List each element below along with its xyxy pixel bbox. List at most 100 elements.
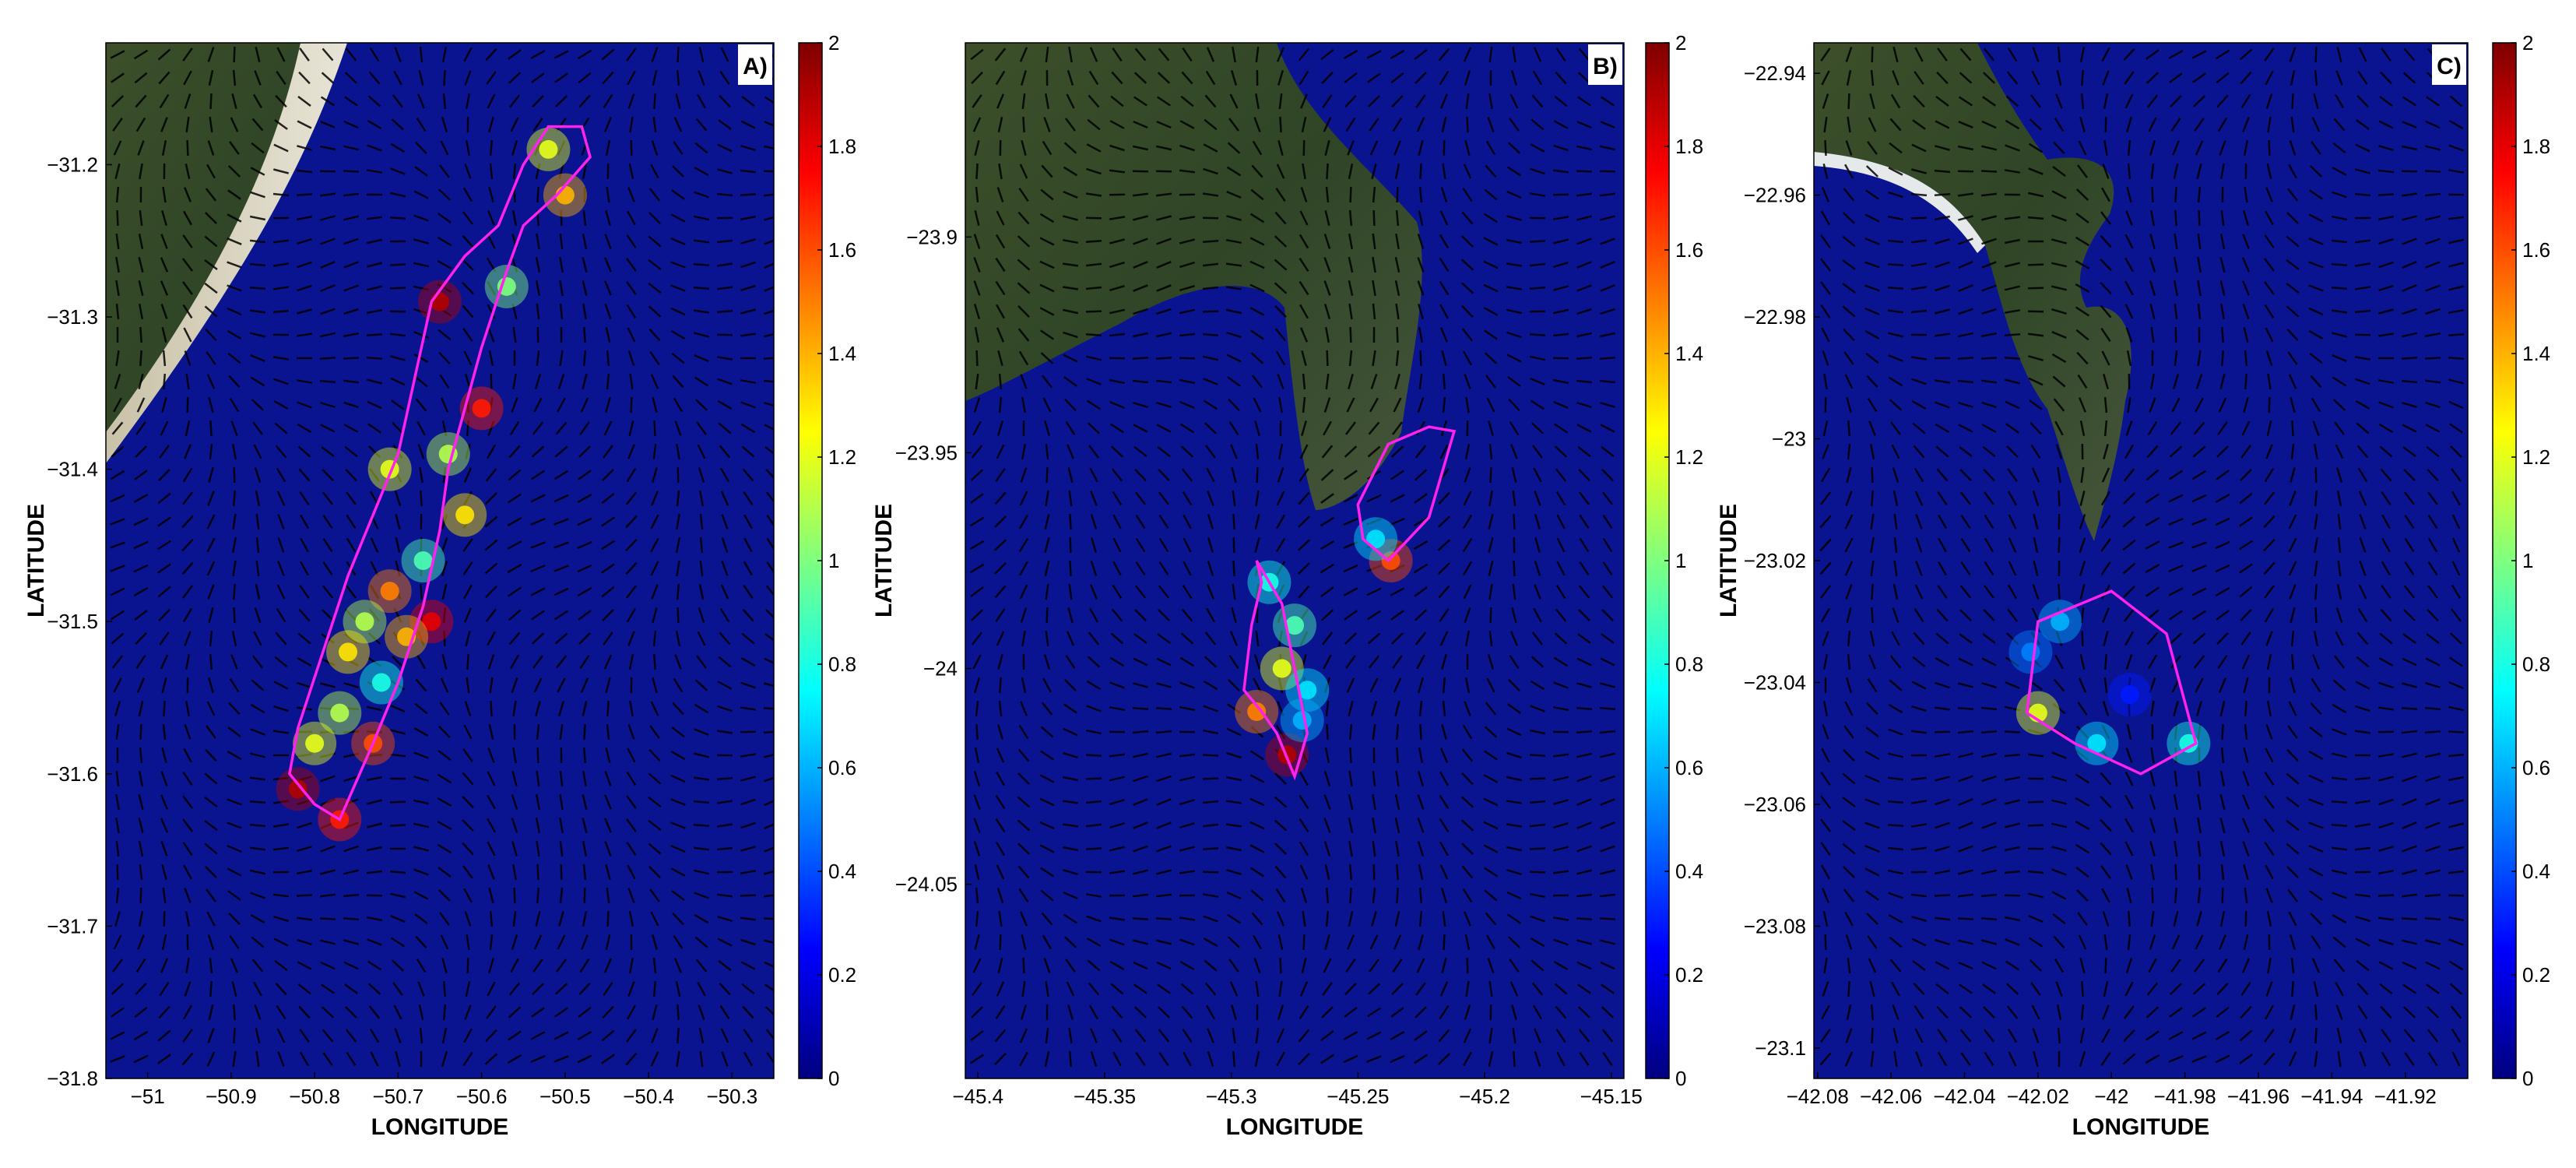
study-area-boundary	[1356, 425, 1457, 563]
current-arrow	[1461, 772, 1474, 785]
current-arrow	[1046, 607, 1049, 624]
current-arrow	[653, 93, 656, 110]
current-arrow	[162, 887, 167, 904]
current-arrow	[1821, 864, 1830, 880]
current-arrow	[464, 1004, 472, 1020]
current-arrow	[416, 654, 427, 670]
current-arrow	[2124, 257, 2134, 273]
current-arrow	[1204, 656, 1218, 668]
current-arrow	[1343, 1031, 1358, 1040]
current-arrow	[1576, 939, 1593, 945]
current-arrow	[1599, 706, 1616, 711]
current-arrow	[1227, 703, 1241, 714]
current-arrow	[207, 584, 215, 600]
current-arrow	[273, 915, 289, 923]
current-arrow	[2005, 400, 2020, 410]
current-arrow	[133, 586, 149, 597]
current-arrow	[2124, 771, 2134, 786]
current-arrow	[2354, 846, 2371, 851]
current-arrow	[1600, 237, 1615, 245]
current-arrow	[1867, 935, 1878, 949]
current-arrow	[1957, 893, 1974, 898]
current-arrow	[1911, 143, 1927, 153]
current-arrow	[604, 771, 612, 786]
current-arrow	[1847, 630, 1851, 647]
current-arrow	[1249, 797, 1265, 807]
current-arrow	[2103, 444, 2109, 459]
current-arrow	[1576, 917, 1593, 920]
current-arrow	[487, 794, 496, 810]
current-arrow	[996, 888, 1004, 903]
current-arrow	[1599, 215, 1616, 221]
current-arrow	[233, 607, 236, 624]
current-arrow	[1914, 47, 1924, 62]
current-arrow	[320, 798, 336, 806]
current-arrow	[2288, 164, 2297, 179]
current-arrow	[1067, 466, 1074, 484]
current-arrow	[392, 982, 403, 996]
current-arrow	[577, 517, 592, 526]
current-arrow	[1253, 397, 1262, 413]
current-arrow	[2051, 238, 2068, 245]
current-arrow	[2198, 209, 2201, 227]
current-arrow	[630, 139, 633, 157]
current-arrow	[995, 257, 1006, 273]
current-arrow	[1910, 216, 1928, 220]
current-arrow	[1511, 467, 1517, 483]
current-arrow	[1845, 1028, 1853, 1043]
current-arrow	[1299, 234, 1309, 249]
current-arrow	[1912, 119, 1926, 130]
current-arrow	[2381, 1029, 2391, 1043]
current-arrow	[530, 587, 546, 596]
current-arrow	[2379, 632, 2393, 645]
current-arrow	[1045, 583, 1049, 600]
current-arrow	[2425, 961, 2441, 970]
current-arrow	[1348, 723, 1353, 741]
current-arrow	[1390, 587, 1405, 596]
current-arrow	[139, 209, 143, 227]
current-arrow	[1063, 913, 1078, 924]
current-arrow	[297, 846, 312, 852]
current-arrow	[487, 654, 495, 670]
current-arrow	[581, 934, 589, 950]
current-arrow	[1981, 775, 1997, 783]
current-arrow	[1509, 655, 1520, 669]
current-arrow	[366, 308, 383, 315]
current-arrow	[343, 917, 360, 920]
current-arrow	[2150, 910, 2155, 927]
current-arrow	[1256, 466, 1259, 484]
current-arrow	[717, 915, 733, 923]
current-arrow	[274, 119, 288, 130]
current-arrow	[2125, 420, 2133, 436]
current-arrow	[740, 798, 756, 806]
current-arrow	[343, 308, 359, 315]
current-arrow	[1958, 215, 1973, 221]
current-arrow	[413, 238, 430, 245]
current-arrow	[1822, 981, 1829, 997]
current-arrow	[740, 846, 756, 852]
current-arrow	[2075, 236, 2090, 247]
current-arrow	[138, 280, 144, 296]
current-arrow	[209, 420, 213, 437]
current-arrow	[2100, 328, 2111, 342]
current-arrow	[717, 681, 733, 690]
current-arrow	[698, 1004, 705, 1020]
current-arrow	[1846, 607, 1852, 623]
current-arrow	[139, 326, 142, 343]
current-arrow	[995, 608, 1006, 622]
current-arrow	[2309, 726, 2323, 738]
current-arrow	[672, 702, 684, 716]
current-arrow	[2004, 799, 2021, 805]
current-arrow	[1530, 143, 1545, 153]
current-arrow	[367, 423, 381, 434]
map-area	[106, 43, 774, 1078]
current-arrow	[1415, 445, 1427, 459]
current-arrow	[441, 654, 448, 670]
current-arrow	[488, 350, 494, 367]
current-arrow	[344, 445, 358, 458]
current-arrow	[1088, 1004, 1099, 1020]
current-arrow	[716, 823, 733, 828]
current-arrow	[718, 119, 732, 130]
velocity-hotspot	[1381, 551, 1400, 570]
current-arrow	[366, 776, 383, 782]
